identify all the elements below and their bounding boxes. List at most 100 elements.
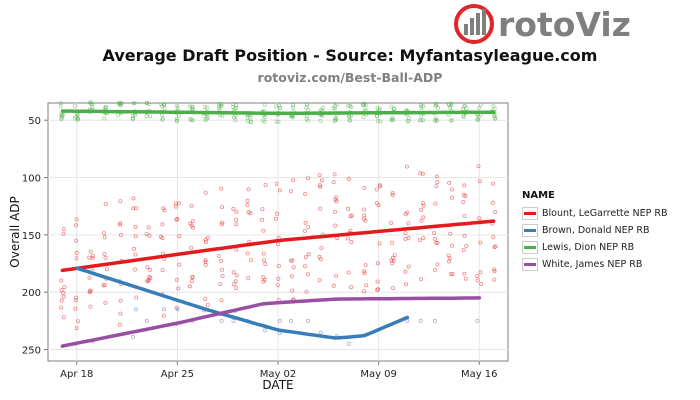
data-point — [490, 200, 495, 205]
data-point — [376, 287, 381, 292]
data-point — [260, 207, 265, 212]
data-point — [133, 234, 138, 239]
data-point — [175, 103, 180, 108]
data-point — [390, 191, 395, 196]
data-point — [392, 253, 397, 258]
data-point — [290, 105, 295, 110]
data-point — [447, 180, 452, 185]
data-point — [118, 298, 123, 303]
data-point — [146, 102, 151, 107]
data-point — [461, 200, 466, 205]
data-point — [364, 283, 369, 288]
data-point — [475, 318, 480, 323]
data-point — [461, 247, 466, 252]
data-point — [390, 286, 395, 291]
data-point — [203, 262, 208, 267]
trend-line — [60, 109, 496, 116]
data-point — [362, 271, 367, 276]
data-point — [187, 284, 192, 289]
data-point — [333, 116, 338, 121]
data-point — [389, 117, 394, 122]
data-point — [475, 273, 480, 278]
data-point — [418, 103, 423, 108]
data-point — [304, 102, 309, 107]
legend: NAME Blount, LeGarrette NEP RB Brown, Do… — [522, 190, 668, 273]
data-point — [374, 201, 379, 206]
data-point — [346, 206, 351, 211]
data-point — [319, 178, 324, 183]
data-point — [117, 322, 122, 327]
data-point — [203, 118, 208, 123]
data-point — [231, 206, 236, 211]
data-point — [60, 113, 65, 118]
data-point — [463, 103, 468, 108]
data-point — [130, 334, 135, 339]
data-point — [348, 118, 353, 123]
data-point — [174, 116, 179, 121]
data-point — [190, 118, 195, 123]
data-point — [434, 101, 439, 106]
data-point — [59, 278, 64, 283]
data-point — [419, 207, 424, 212]
legend-label-brown: Brown, Donald NEP RB — [542, 225, 650, 236]
data-point — [435, 240, 440, 245]
data-point — [493, 116, 498, 121]
data-point — [434, 184, 439, 189]
data-point — [74, 238, 79, 243]
data-point — [217, 107, 222, 112]
data-point — [144, 232, 149, 237]
data-point — [162, 106, 167, 111]
data-point — [377, 184, 382, 189]
data-point — [448, 101, 453, 106]
data-point — [205, 302, 210, 307]
data-point — [447, 256, 452, 261]
data-point — [291, 178, 296, 183]
data-point — [306, 252, 311, 257]
data-point — [418, 318, 423, 323]
data-point — [274, 211, 279, 216]
data-point — [218, 282, 223, 287]
data-point — [203, 237, 208, 242]
data-point — [478, 240, 483, 245]
data-point — [61, 294, 66, 299]
data-point — [219, 318, 224, 323]
data-point — [145, 265, 150, 270]
data-point — [448, 105, 453, 110]
data-point — [231, 282, 236, 287]
data-point — [61, 231, 66, 236]
data-point — [318, 330, 323, 335]
data-point — [216, 253, 221, 258]
data-point — [245, 119, 250, 124]
data-point — [304, 289, 309, 294]
data-point — [61, 227, 66, 232]
legend-item-brown: Brown, Donald NEP RB — [522, 222, 668, 239]
data-point — [450, 272, 455, 277]
data-point — [306, 118, 311, 123]
y-tick-label: 250 — [22, 346, 41, 357]
data-point — [403, 269, 408, 274]
data-point — [87, 255, 92, 260]
data-point — [492, 269, 497, 274]
data-point — [450, 195, 455, 200]
logo-text: rotoViz — [498, 5, 631, 44]
data-point — [189, 245, 194, 250]
data-point — [190, 219, 195, 224]
data-point — [131, 246, 136, 251]
data-point — [204, 105, 209, 110]
data-point — [476, 105, 481, 110]
trend-lines — [60, 109, 496, 348]
data-point — [346, 103, 351, 108]
chart-title: Average Draft Position - Source: Myfanta… — [102, 46, 598, 65]
data-point — [346, 176, 351, 181]
data-point — [433, 201, 438, 206]
data-point — [203, 190, 208, 195]
data-point — [332, 209, 337, 214]
data-point — [290, 288, 295, 293]
data-point — [362, 269, 367, 274]
data-point — [333, 223, 338, 228]
data-point — [375, 261, 380, 266]
data-point — [102, 282, 107, 287]
data-point — [435, 262, 440, 267]
logo-chart-icon — [454, 4, 494, 44]
data-point — [146, 278, 151, 283]
